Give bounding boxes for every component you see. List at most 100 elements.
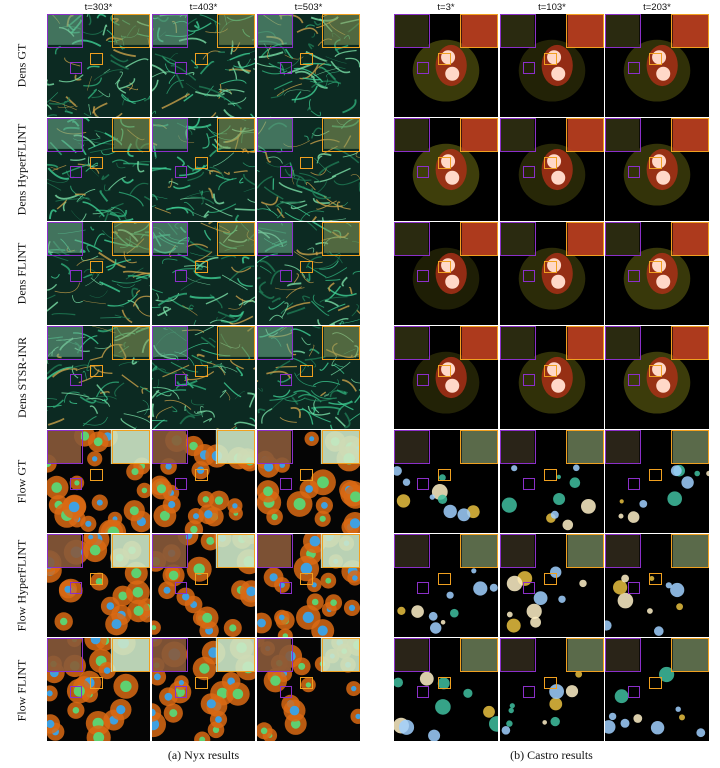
zoom-inset-purple [500, 14, 536, 48]
zoom-inset-orange [217, 638, 255, 672]
region-marker-orange [544, 157, 557, 169]
region-marker-purple [70, 62, 82, 74]
castro-flow-hyperflint-image-3 [605, 534, 709, 637]
nyx-flow-flint-image-3 [257, 638, 360, 741]
region-marker-purple [417, 270, 429, 282]
row-label-flow-gt: Flow GT [14, 459, 29, 504]
row-label-dens-gt: Dens GT [14, 43, 29, 88]
zoom-inset-purple [605, 534, 641, 568]
nyx-dens-flint-image-3 [257, 222, 360, 325]
zoom-inset-purple [394, 326, 430, 360]
nyx-time-label-3: t=503* [294, 2, 323, 13]
region-marker-orange [90, 157, 103, 169]
castro-dens-stsr-inr-image-1 [394, 326, 498, 429]
nyx-dens-gt-image-2 [152, 14, 255, 117]
zoom-inset-orange [460, 14, 498, 48]
region-marker-purple [70, 374, 82, 386]
nyx-flow-gt-image-2 [152, 430, 255, 533]
region-marker-orange [438, 365, 451, 377]
zoom-inset-orange [566, 222, 604, 256]
region-marker-purple [175, 582, 187, 594]
row-label-flow-flint: Flow FLINT [14, 659, 29, 721]
zoom-inset-purple [394, 118, 430, 152]
castro-dens-gt-image-1 [394, 14, 498, 117]
region-marker-purple [628, 478, 640, 490]
zoom-inset-purple [257, 14, 293, 48]
zoom-inset-purple [257, 638, 293, 672]
castro-flow-gt-image-3 [605, 430, 709, 533]
region-marker-orange [438, 677, 451, 689]
region-marker-purple [70, 582, 82, 594]
region-marker-purple [175, 270, 187, 282]
nyx-flow-hyperflint-image-2 [152, 534, 255, 637]
zoom-inset-purple [47, 326, 83, 360]
region-marker-purple [523, 166, 535, 178]
castro-dens-flint-image-2 [500, 222, 604, 325]
region-marker-purple [175, 62, 187, 74]
region-marker-orange [649, 677, 662, 689]
zoom-inset-purple [605, 222, 641, 256]
zoom-inset-orange [566, 118, 604, 152]
zoom-inset-purple [257, 118, 293, 152]
nyx-flow-gt-image-3 [257, 430, 360, 533]
region-marker-purple [280, 166, 292, 178]
castro-dens-gt-image-2 [500, 14, 604, 117]
nyx-dens-gt-image-1 [47, 14, 150, 117]
region-marker-orange [195, 53, 208, 65]
zoom-inset-purple [152, 14, 188, 48]
zoom-inset-purple [500, 222, 536, 256]
region-marker-purple [280, 686, 292, 698]
region-marker-orange [195, 469, 208, 481]
castro-flow-hyperflint-image-1 [394, 534, 498, 637]
castro-flow-flint-image-3 [605, 638, 709, 741]
region-marker-purple [70, 478, 82, 490]
region-marker-orange [90, 469, 103, 481]
region-marker-orange [649, 469, 662, 481]
zoom-inset-orange [217, 14, 255, 48]
region-marker-orange [195, 365, 208, 377]
region-marker-orange [90, 677, 103, 689]
zoom-inset-orange [112, 430, 150, 464]
nyx-time-label-1: t=303* [84, 2, 113, 13]
castro-dens-hyperflint-image-2 [500, 118, 604, 221]
region-marker-orange [300, 365, 313, 377]
zoom-inset-purple [500, 430, 536, 464]
zoom-inset-purple [152, 638, 188, 672]
zoom-inset-purple [47, 14, 83, 48]
nyx-flow-hyperflint-image-3 [257, 534, 360, 637]
castro-time-label-1: t=3* [437, 2, 455, 13]
zoom-inset-orange [217, 430, 255, 464]
region-marker-purple [280, 374, 292, 386]
nyx-dens-stsr-inr-image-1 [47, 326, 150, 429]
region-marker-orange [544, 677, 557, 689]
region-marker-purple [628, 686, 640, 698]
castro-dens-hyperflint-image-3 [605, 118, 709, 221]
region-marker-orange [649, 573, 662, 585]
row-label-dens-stsr-inr: Dens STSR-INR [14, 336, 29, 419]
zoom-inset-purple [500, 534, 536, 568]
zoom-inset-purple [605, 118, 641, 152]
zoom-inset-orange [460, 326, 498, 360]
region-marker-orange [90, 53, 103, 65]
region-marker-purple [70, 686, 82, 698]
zoom-inset-orange [566, 534, 604, 568]
castro-dens-hyperflint-image-1 [394, 118, 498, 221]
zoom-inset-orange [112, 326, 150, 360]
zoom-inset-orange [671, 222, 709, 256]
zoom-inset-purple [152, 326, 188, 360]
nyx-dens-hyperflint-image-1 [47, 118, 150, 221]
region-marker-purple [70, 166, 82, 178]
nyx-dens-stsr-inr-image-3 [257, 326, 360, 429]
region-marker-purple [628, 374, 640, 386]
nyx-flow-flint-image-1 [47, 638, 150, 741]
zoom-inset-purple [605, 638, 641, 672]
nyx-flow-flint-image-2 [152, 638, 255, 741]
region-marker-orange [90, 365, 103, 377]
region-marker-purple [175, 374, 187, 386]
region-marker-orange [438, 573, 451, 585]
region-marker-orange [300, 573, 313, 585]
region-marker-orange [649, 365, 662, 377]
region-marker-orange [300, 157, 313, 169]
region-marker-orange [438, 53, 451, 65]
zoom-inset-orange [460, 430, 498, 464]
